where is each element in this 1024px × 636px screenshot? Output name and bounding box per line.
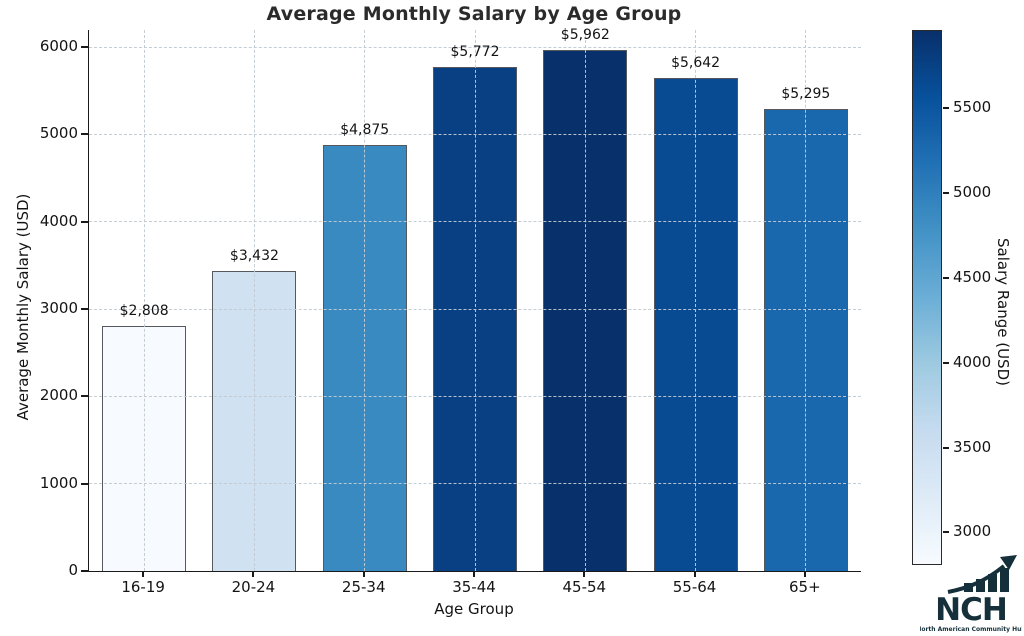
x-axis-title: Age Group bbox=[434, 600, 514, 618]
nch-logo: NCH North American Community Hub bbox=[920, 555, 1022, 633]
x-axis-tick-label: 20-24 bbox=[231, 578, 276, 596]
colorbar-tick-label: 4500 bbox=[953, 267, 992, 286]
x-axis-tick-label: 45-54 bbox=[562, 578, 607, 596]
colorbar-tick bbox=[943, 531, 949, 534]
colorbar-tick-label: 5000 bbox=[953, 183, 992, 202]
x-axis-tick bbox=[142, 571, 145, 577]
x-axis-tick bbox=[362, 571, 365, 577]
y-axis-tick bbox=[81, 133, 88, 136]
bar-value-label: $3,432 bbox=[229, 248, 279, 265]
logo-text: NCH bbox=[935, 592, 1007, 628]
x-axis-tick bbox=[803, 571, 806, 577]
x-axis-tick-label: 35-44 bbox=[452, 578, 496, 596]
y-axis-tick-label: 3000 bbox=[39, 299, 78, 317]
colorbar-tick bbox=[943, 107, 949, 110]
y-axis-tick-label: 1000 bbox=[39, 473, 78, 492]
gridline-vertical bbox=[695, 30, 697, 571]
bar-value-label: $2,808 bbox=[119, 302, 169, 319]
x-axis-tick bbox=[693, 571, 696, 577]
x-axis-tick-label: 55-64 bbox=[672, 578, 717, 596]
y-axis-tick bbox=[81, 570, 88, 572]
gridline-vertical bbox=[805, 30, 807, 571]
bar-value-label: $5,772 bbox=[450, 43, 500, 60]
x-axis-tick-label: 65+ bbox=[789, 578, 821, 596]
bar-value-label: $4,875 bbox=[340, 122, 390, 139]
plot-area: $2,808 $3,432 $4,875 $5,772 $5,962 $5,642 $5,2… bbox=[88, 27, 861, 572]
chart-title: Average Monthly Salary by Age Group bbox=[266, 3, 682, 25]
colorbar-tick-label: 3500 bbox=[953, 437, 992, 456]
y-axis-tick bbox=[81, 46, 88, 48]
y-axis-tick bbox=[81, 308, 88, 310]
x-axis-tick-label: 25-34 bbox=[341, 578, 386, 596]
gridline-vertical bbox=[364, 30, 366, 571]
gridline-vertical bbox=[584, 30, 586, 571]
x-axis-tick bbox=[583, 571, 586, 577]
y-axis-tick bbox=[81, 220, 88, 223]
y-axis-tick-label: 6000 bbox=[39, 37, 78, 55]
colorbar-tick-label: 3000 bbox=[953, 522, 992, 541]
y-axis-tick-label: 2000 bbox=[39, 386, 78, 405]
colorbar-tick bbox=[943, 446, 949, 449]
y-axis-tick bbox=[81, 395, 88, 398]
colorbar-gradient bbox=[912, 30, 942, 565]
colorbar-tick bbox=[943, 192, 949, 195]
colorbar-title: Salary Range (USD) bbox=[994, 238, 1012, 386]
bar-value-label: $5,295 bbox=[781, 85, 831, 102]
colorbar-tick bbox=[943, 361, 949, 364]
y-axis-tick-label: 0 bbox=[68, 561, 78, 579]
x-axis-tick bbox=[252, 571, 255, 577]
colorbar-tick-label: 5500 bbox=[953, 98, 992, 117]
colorbar-tick bbox=[943, 276, 949, 279]
logo-tagline: North American Community Hub bbox=[920, 626, 1022, 633]
x-axis-tick bbox=[473, 571, 475, 577]
gridline-vertical bbox=[253, 30, 255, 571]
gridline-vertical bbox=[143, 30, 145, 571]
x-axis-tick-label: 16-19 bbox=[121, 578, 165, 596]
gridline-vertical bbox=[474, 30, 476, 571]
logo-bar-chart-icon bbox=[947, 555, 1017, 594]
colorbar-tick-label: 4000 bbox=[953, 352, 992, 371]
bar-value-label: $5,962 bbox=[560, 27, 610, 44]
y-axis-tick-label: 5000 bbox=[39, 124, 78, 143]
logo-growth-arrow-icon bbox=[947, 564, 1006, 594]
y-axis-tick bbox=[81, 482, 88, 485]
y-axis-tick-label: 4000 bbox=[39, 211, 78, 230]
bar-value-label: $5,642 bbox=[671, 55, 721, 72]
